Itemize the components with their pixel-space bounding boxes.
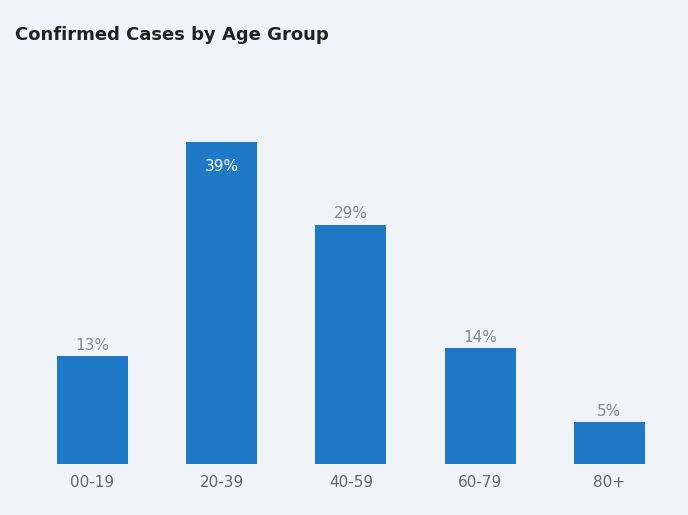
Text: 39%: 39% (204, 159, 239, 174)
Text: Confirmed Cases by Age Group: Confirmed Cases by Age Group (14, 26, 328, 44)
Text: 5%: 5% (597, 404, 621, 419)
Bar (186, 142, 257, 464)
Bar (444, 348, 515, 464)
Bar (574, 422, 645, 464)
Text: 14%: 14% (463, 330, 497, 345)
Bar (57, 356, 128, 464)
Bar (315, 225, 387, 464)
Text: 13%: 13% (76, 338, 109, 353)
Text: 29%: 29% (334, 206, 368, 221)
